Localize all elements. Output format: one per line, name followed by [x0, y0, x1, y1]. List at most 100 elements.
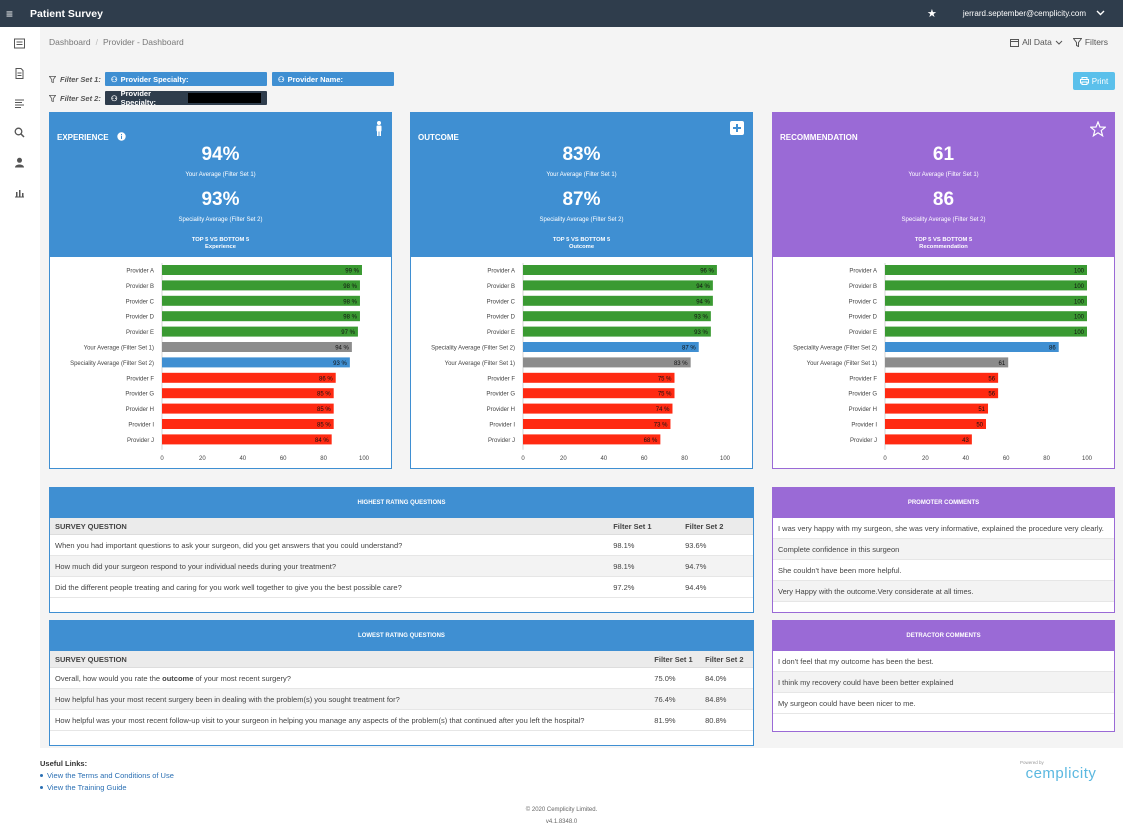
bar	[523, 403, 673, 414]
search-icon[interactable]	[14, 127, 25, 138]
value-label: 86 %	[319, 376, 333, 382]
brand-name: cemplicity	[1025, 765, 1097, 782]
category-label: Provider H	[126, 407, 154, 413]
value-label: 98 %	[343, 315, 357, 321]
bar	[162, 311, 360, 322]
provider-name-filter[interactable]: ⚇ Provider Name:	[271, 72, 394, 86]
breadcrumb-dashboard[interactable]: Dashboard	[49, 37, 91, 47]
star-icon[interactable]: ★	[927, 8, 937, 20]
question-text: When you had important questions to ask …	[55, 540, 403, 550]
filter-set-1-label: Filter Set 1:	[60, 74, 101, 84]
value-label: 75 %	[658, 392, 672, 398]
set1-value: 76.4%	[654, 694, 676, 704]
provider-specialty-label: Provider Specialty:	[120, 74, 189, 84]
value-label: 93 %	[694, 330, 708, 336]
users-icon: ⚇	[110, 93, 118, 103]
bar-chart-icon[interactable]	[14, 187, 25, 198]
recommendation-bar-chart: Provider A 100 Provider B 100 Provider C 100 P…	[793, 263, 1093, 462]
card-subtitle: TOP 5 VS BOTTOM 5 Recommendation	[773, 237, 1114, 251]
comment-item: My surgeon could have been nicer to me.	[773, 693, 1114, 714]
bar	[162, 434, 332, 445]
filters-label: Filters	[1084, 37, 1108, 47]
filters-button[interactable]: Filters	[1072, 37, 1108, 47]
bar	[885, 357, 1009, 368]
comment-item: I think my recovery could have been bett…	[773, 672, 1114, 693]
card-title: EXPERIENCE	[57, 133, 109, 142]
value-label: 85 %	[317, 423, 331, 429]
comment-item: I don't feel that my outcome has been th…	[773, 651, 1114, 672]
set1-value: 81.9%	[654, 715, 676, 725]
card-caption-2: Speciality Average (Filter Set 2)	[539, 217, 624, 223]
recommendation-card-header: RECOMMENDATION 61 Your Average (Filter S…	[773, 113, 1114, 257]
info-icon[interactable]	[117, 132, 126, 141]
table-header-row: SURVEY QUESTION Filter Set 1 Filter Set …	[50, 518, 753, 535]
chevron-down-icon[interactable]	[1096, 9, 1105, 18]
question-text: How helpful was your most recent follow-…	[55, 715, 585, 725]
menu-icon[interactable]: ≡	[6, 6, 14, 21]
x-tick-label: 40	[239, 456, 246, 462]
bar	[162, 403, 334, 414]
printer-icon	[1079, 77, 1089, 85]
value-label: 98 %	[343, 299, 357, 305]
table-row: Overall, how would you rate the outcome …	[50, 668, 753, 689]
provider-specialty-filter-2[interactable]: ⚇ Provider Specialty:	[104, 89, 267, 107]
value-label: 51	[978, 407, 985, 413]
table-row: Did the different people treating and ca…	[50, 577, 753, 598]
redacted-value	[187, 93, 261, 103]
provider-specialty-label: Provider Specialty:	[120, 89, 157, 107]
list-icon[interactable]	[14, 38, 25, 49]
question-text-emphasis: outcome	[162, 673, 194, 683]
lines-icon[interactable]	[14, 98, 25, 109]
bar	[162, 372, 336, 383]
category-label: Provider C	[126, 299, 155, 305]
all-data-label: All Data	[1022, 37, 1052, 47]
card-value-1: 94%	[201, 144, 240, 165]
powered-by: Powered by	[1020, 760, 1044, 765]
bar	[162, 388, 334, 399]
category-label: Provider D	[126, 315, 155, 321]
x-tick-label: 100	[720, 456, 731, 462]
value-label: 68 %	[644, 438, 658, 444]
card-value-1: 83%	[562, 144, 601, 165]
value-label: 50	[976, 423, 983, 429]
category-label: Provider D	[487, 315, 516, 321]
category-label: Your Average (Filter Set 1)	[445, 361, 515, 367]
question-text: Overall, how would you rate the outcome …	[50, 674, 654, 683]
useful-links-title: Useful Links:	[40, 759, 88, 768]
print-button[interactable]: Print	[1073, 72, 1115, 90]
lowest-rating-table: LOWEST RATING QUESTIONS SURVEY QUESTION …	[49, 620, 754, 746]
link-item[interactable]: View the Terms and Conditions of Use	[40, 771, 174, 780]
document-icon[interactable]	[14, 68, 25, 79]
value-label: 94 %	[335, 346, 349, 352]
card-caption-2: Speciality Average (Filter Set 2)	[178, 217, 263, 223]
column-header-set2: Filter Set 2	[685, 521, 724, 531]
terms-link[interactable]: View the Terms and Conditions of Use	[47, 771, 174, 780]
value-label: 85 %	[317, 407, 331, 413]
category-label: Provider G	[848, 392, 877, 398]
training-guide-link[interactable]: View the Training Guide	[47, 783, 127, 792]
provider-specialty-filter-1[interactable]: ⚇ Provider Specialty:	[104, 72, 267, 86]
all-data-dropdown[interactable]: All Data	[1010, 37, 1063, 47]
user-icon[interactable]	[14, 157, 25, 168]
card-subtitle-line1: TOP 5 VS BOTTOM 5	[552, 237, 611, 243]
link-item[interactable]: View the Training Guide	[40, 783, 174, 792]
bar	[523, 372, 675, 383]
column-header-set1: Filter Set 1	[654, 654, 693, 664]
user-email[interactable]: jerrard.september@cemplicity.com	[962, 9, 1086, 18]
category-label: Provider C	[849, 299, 878, 305]
card-caption-1: Your Average (Filter Set 1)	[908, 172, 979, 178]
category-label: Provider C	[487, 299, 516, 305]
category-label: Provider D	[849, 315, 878, 321]
x-tick-label: 40	[600, 456, 607, 462]
category-label: Provider I	[851, 423, 877, 429]
table-title: LOWEST RATING QUESTIONS	[50, 621, 753, 651]
bar	[885, 372, 999, 383]
highest-rating-table: HIGHEST RATING QUESTIONS SURVEY QUESTION…	[49, 487, 754, 613]
bar	[885, 326, 1087, 337]
set2-value: 80.8%	[705, 715, 727, 725]
value-label: 85 %	[317, 392, 331, 398]
value-label: 73 %	[654, 423, 668, 429]
comment-item: Very Happy with the outcome.Very conside…	[773, 581, 1114, 602]
card-title: OUTCOME	[418, 133, 459, 142]
table-header-row: SURVEY QUESTION Filter Set 1 Filter Set …	[50, 651, 753, 668]
